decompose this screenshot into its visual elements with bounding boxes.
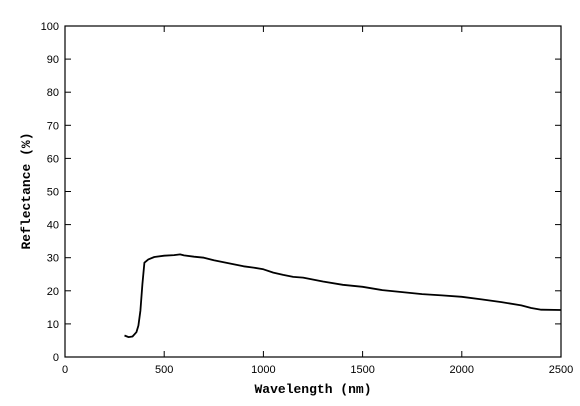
x-tick-label: 2000	[450, 364, 474, 376]
y-tick-label: 30	[47, 253, 59, 265]
series-line	[124, 253, 562, 339]
y-tick-label: 10	[47, 319, 59, 331]
y-tick-label: 80	[47, 87, 59, 99]
y-tick-label: 70	[47, 120, 59, 132]
y-tick-label: 20	[47, 286, 59, 298]
y-axis-title: Reflectance (%)	[19, 132, 34, 249]
x-tick-label: 2500	[549, 364, 573, 376]
y-tick-label: 0	[53, 352, 59, 364]
x-tick-label: 1000	[251, 364, 275, 376]
x-tick-label: 1500	[350, 364, 374, 376]
y-tick-label: 40	[47, 220, 59, 232]
y-tick-label: 50	[47, 187, 59, 199]
series-layer	[124, 253, 562, 339]
x-axis-title: Wavelength (nm)	[254, 382, 371, 397]
y-tick-label: 60	[47, 153, 59, 165]
plot-frame	[64, 25, 562, 358]
x-axis-ticks: 0 500 1000 1500 2000 2500	[62, 26, 573, 376]
x-tick-label: 0	[62, 364, 68, 376]
y-tick-label: 90	[47, 54, 59, 66]
y-tick-label: 100	[41, 21, 59, 33]
y-axis-ticks: 0 10 20 30 40 50 60 70 80 90 100	[41, 21, 561, 364]
x-tick-label: 500	[155, 364, 173, 376]
